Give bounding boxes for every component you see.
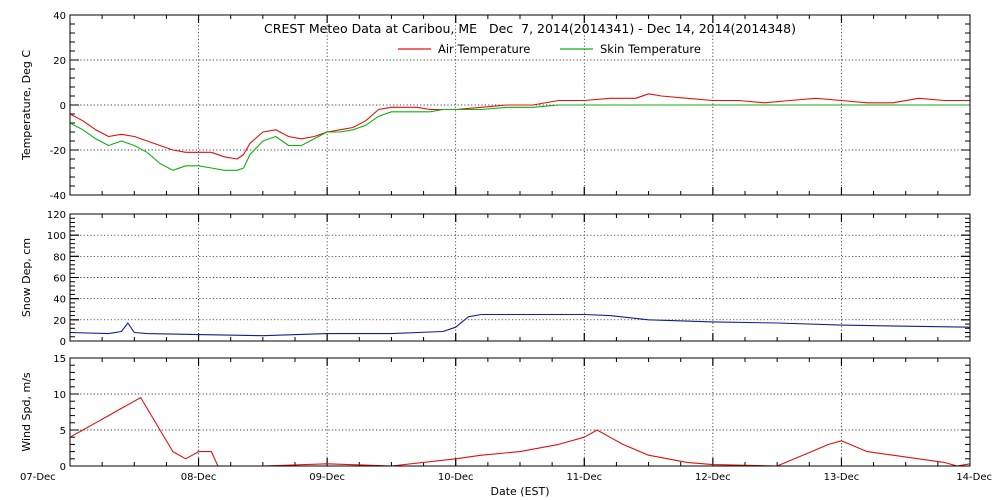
x-tick-label: 12-Dec xyxy=(695,472,731,483)
panel-frame xyxy=(69,213,971,342)
x-tick-label: 09-Dec xyxy=(309,472,345,483)
y-tick-label: 80 xyxy=(53,252,66,263)
legend-label: Skin Temperature xyxy=(600,42,701,56)
x-axis-title: Date (EST) xyxy=(490,485,549,498)
y-tick-label: 100 xyxy=(47,231,66,242)
x-tick-label: 10-Dec xyxy=(438,472,474,483)
panel-frame xyxy=(69,14,971,196)
chart-panels: -40 -20 0 20 40 Temperature, Deg C 0 20 40 60 80 10… xyxy=(20,11,992,483)
x-tick-label: 08-Dec xyxy=(181,472,217,483)
x-tick-label: 14-Dec xyxy=(956,472,992,483)
y-tick-label: 20 xyxy=(53,316,66,327)
series-line-panel-3 xyxy=(69,397,971,467)
y-tick-label: 5 xyxy=(60,426,66,437)
y-tick-label: 0 xyxy=(60,101,66,112)
x-tick-label: 11-Dec xyxy=(566,472,602,483)
series-line-panel-2 xyxy=(69,313,971,337)
y-tick-label: 40 xyxy=(53,295,66,306)
y-tick-label: -20 xyxy=(50,146,66,157)
x-tick-label: 13-Dec xyxy=(824,472,860,483)
y-tick-label: 0 xyxy=(60,462,66,473)
y-axis-title: Wind Spd, m/s xyxy=(20,372,33,452)
y-axis-title: Temperature, Deg C xyxy=(20,50,33,161)
x-tick-label: 07-Dec xyxy=(20,472,56,483)
y-tick-label: -40 xyxy=(50,191,66,202)
y-tick-label: 40 xyxy=(53,11,66,22)
panel-2: 0 20 40 60 80 100 120 Snow Dep, cm xyxy=(20,210,971,348)
y-tick-label: 10 xyxy=(53,390,66,401)
legend: Air Temperature Skin Temperature xyxy=(398,42,701,56)
y-tick-label: 20 xyxy=(53,56,66,67)
y-tick-label: 15 xyxy=(53,354,66,365)
series-line-air-temperature xyxy=(69,93,970,160)
panel-frame xyxy=(69,357,971,467)
y-tick-label: 120 xyxy=(47,210,66,221)
y-tick-label: 60 xyxy=(53,274,66,285)
panel-3: 0 5 10 15 Wind Spd, m/s xyxy=(20,354,971,473)
chart-title: CREST Meteo Data at Caribou, ME Dec 7, 2… xyxy=(264,21,796,36)
y-tick-label: 0 xyxy=(60,337,66,348)
legend-label: Air Temperature xyxy=(438,42,530,56)
y-axis-title: Snow Dep, cm xyxy=(20,238,33,317)
series-line-skin-temperature xyxy=(69,104,970,171)
panel-1: -40 -20 0 20 40 Temperature, Deg C xyxy=(20,11,971,202)
